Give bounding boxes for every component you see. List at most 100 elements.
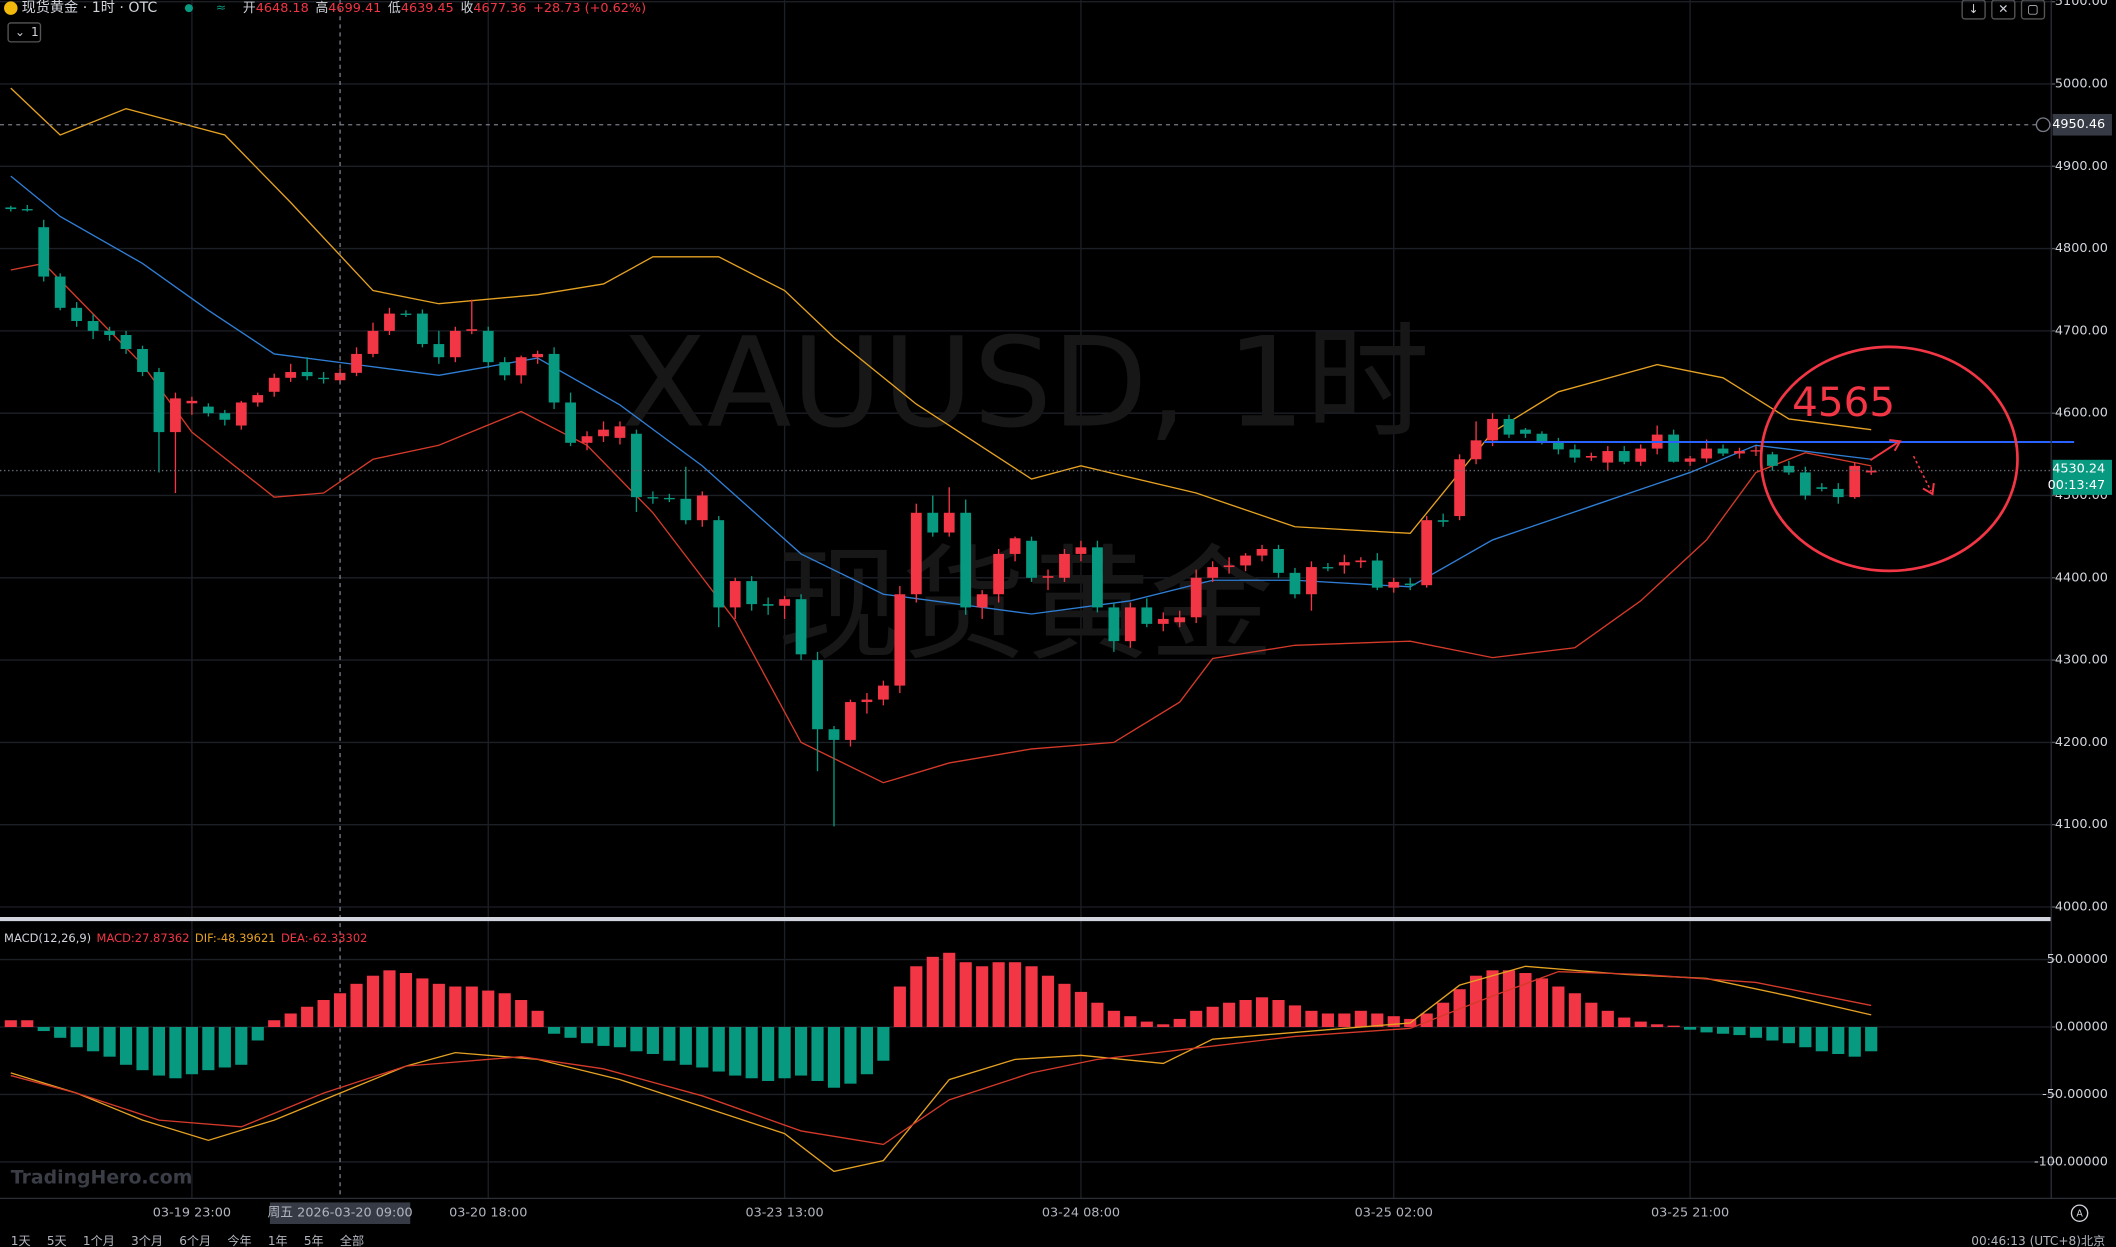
- auto-scale[interactable]: [2070, 1204, 2089, 1222]
- candle-body: [861, 699, 873, 703]
- y-tick-label: 4400.00: [2055, 570, 2108, 585]
- histogram-bar: [449, 986, 462, 1027]
- clock: 00:46:13 (UTC+8)北京: [1971, 1234, 2105, 1247]
- countdown-label: 00:13:47: [2048, 478, 2106, 493]
- histogram-bar: [1651, 1024, 1664, 1027]
- candle-body: [1042, 576, 1054, 578]
- crosshair-time-box: [269, 1202, 411, 1225]
- annotation-arrow: [1869, 441, 1898, 462]
- candle-body: [993, 553, 1005, 595]
- candle-body: [1569, 449, 1581, 458]
- histogram-bar: [1338, 1013, 1351, 1027]
- y-tick-label: -50.00000: [2042, 1087, 2108, 1102]
- candle-body: [1701, 448, 1712, 459]
- candle-body: [976, 594, 988, 608]
- legend-entry: DIF:-48.39621: [195, 930, 276, 944]
- histogram-bar: [712, 1026, 725, 1072]
- range-button[interactable]: 1个月: [83, 1234, 115, 1247]
- histogram-bar: [844, 1026, 857, 1084]
- histogram-bar: [745, 1026, 758, 1079]
- histogram-bar: [943, 952, 956, 1027]
- range-button[interactable]: 3个月: [131, 1234, 163, 1247]
- candle-body: [1009, 538, 1021, 554]
- histogram-bar: [482, 990, 495, 1027]
- candle-body: [71, 307, 83, 322]
- histogram-bar: [4, 1020, 17, 1027]
- candle-body: [400, 313, 412, 315]
- symbol: 现货黄金 · 1时 · OTC: [22, 0, 158, 16]
- histogram-bar: [465, 986, 478, 1027]
- candle-body: [1602, 451, 1614, 463]
- histogram-bar: [1009, 962, 1022, 1027]
- histogram-bar: [992, 962, 1005, 1027]
- histogram-bar: [268, 1020, 281, 1027]
- quote-label: 收: [461, 1, 474, 16]
- candle-body: [38, 227, 50, 277]
- range-button[interactable]: 1天: [11, 1234, 31, 1247]
- histogram-bar: [1288, 1005, 1302, 1027]
- histogram-bar: [515, 1000, 528, 1027]
- x-tick-label: 03-25 21:00: [1651, 1206, 1729, 1221]
- histogram-bar: [860, 1026, 873, 1075]
- histogram-bar: [1025, 966, 1038, 1027]
- candle-body: [170, 398, 181, 433]
- quote-label: 开: [243, 1, 256, 16]
- candle-body: [482, 330, 494, 363]
- histogram-bar: [169, 1026, 182, 1079]
- interval[interactable]: 1: [31, 25, 39, 39]
- candle-body: [1503, 418, 1515, 435]
- button[interactable]: [1961, 0, 1986, 20]
- range-button[interactable]: 全部: [340, 1233, 364, 1247]
- histogram-bar: [1865, 1026, 1878, 1052]
- histogram-bar: [597, 1026, 610, 1046]
- range-button[interactable]: 今年: [227, 1233, 251, 1247]
- candle-body: [1207, 567, 1219, 578]
- histogram-bar: [1453, 989, 1466, 1027]
- candle-body: [680, 498, 692, 521]
- range-button[interactable]: 6个月: [179, 1234, 211, 1247]
- candle-body: [433, 344, 445, 358]
- histogram-bar: [1667, 1025, 1680, 1027]
- button[interactable]: [2020, 0, 2046, 20]
- range-button[interactable]: 5年: [304, 1234, 324, 1247]
- y-tick-label: 4600.00: [2055, 406, 2108, 421]
- candle-body: [1668, 434, 1680, 462]
- candle-body: [779, 599, 790, 606]
- candle-body: [696, 495, 708, 521]
- histogram-bar: [1058, 983, 1071, 1027]
- candle-body: [1717, 448, 1729, 454]
- quote-value: 4677.36: [473, 1, 526, 16]
- interval-box[interactable]: [7, 22, 42, 43]
- histogram-bar: [1091, 1002, 1104, 1027]
- range-button[interactable]: 1年: [268, 1234, 288, 1247]
- candle-body: [1454, 459, 1466, 517]
- range-button[interactable]: 5天: [47, 1234, 67, 1247]
- histogram-bar: [1255, 997, 1269, 1027]
- histogram-bar: [1766, 1026, 1779, 1041]
- candle-body: [548, 353, 560, 403]
- histogram-bar: [70, 1026, 83, 1048]
- candle-body: [1322, 567, 1334, 569]
- candle-body: [1026, 540, 1037, 578]
- candle-body: [318, 377, 330, 380]
- candle-body: [1157, 618, 1169, 624]
- y-tick-label: 4300.00: [2055, 653, 2108, 668]
- histogram-bar: [1684, 1026, 1697, 1030]
- candle-body: [1552, 442, 1564, 450]
- histogram-bar: [1552, 986, 1565, 1027]
- status-dot: [184, 4, 193, 13]
- histogram-bar: [613, 1026, 627, 1048]
- candle-body: [1092, 547, 1103, 608]
- candle-body: [252, 395, 264, 403]
- histogram-bar: [794, 1026, 808, 1076]
- histogram-bar: [1486, 970, 1499, 1027]
- button[interactable]: [1991, 0, 2016, 20]
- candle-body: [1684, 458, 1696, 462]
- histogram-bar: [1469, 975, 1483, 1027]
- histogram-bar: [136, 1026, 149, 1071]
- y-tick-label: 0.00000: [2055, 1019, 2108, 1034]
- histogram-bar: [498, 993, 511, 1027]
- candle-body: [367, 330, 379, 354]
- histogram-bar: [1041, 975, 1055, 1027]
- histogram-bar: [811, 1026, 824, 1081]
